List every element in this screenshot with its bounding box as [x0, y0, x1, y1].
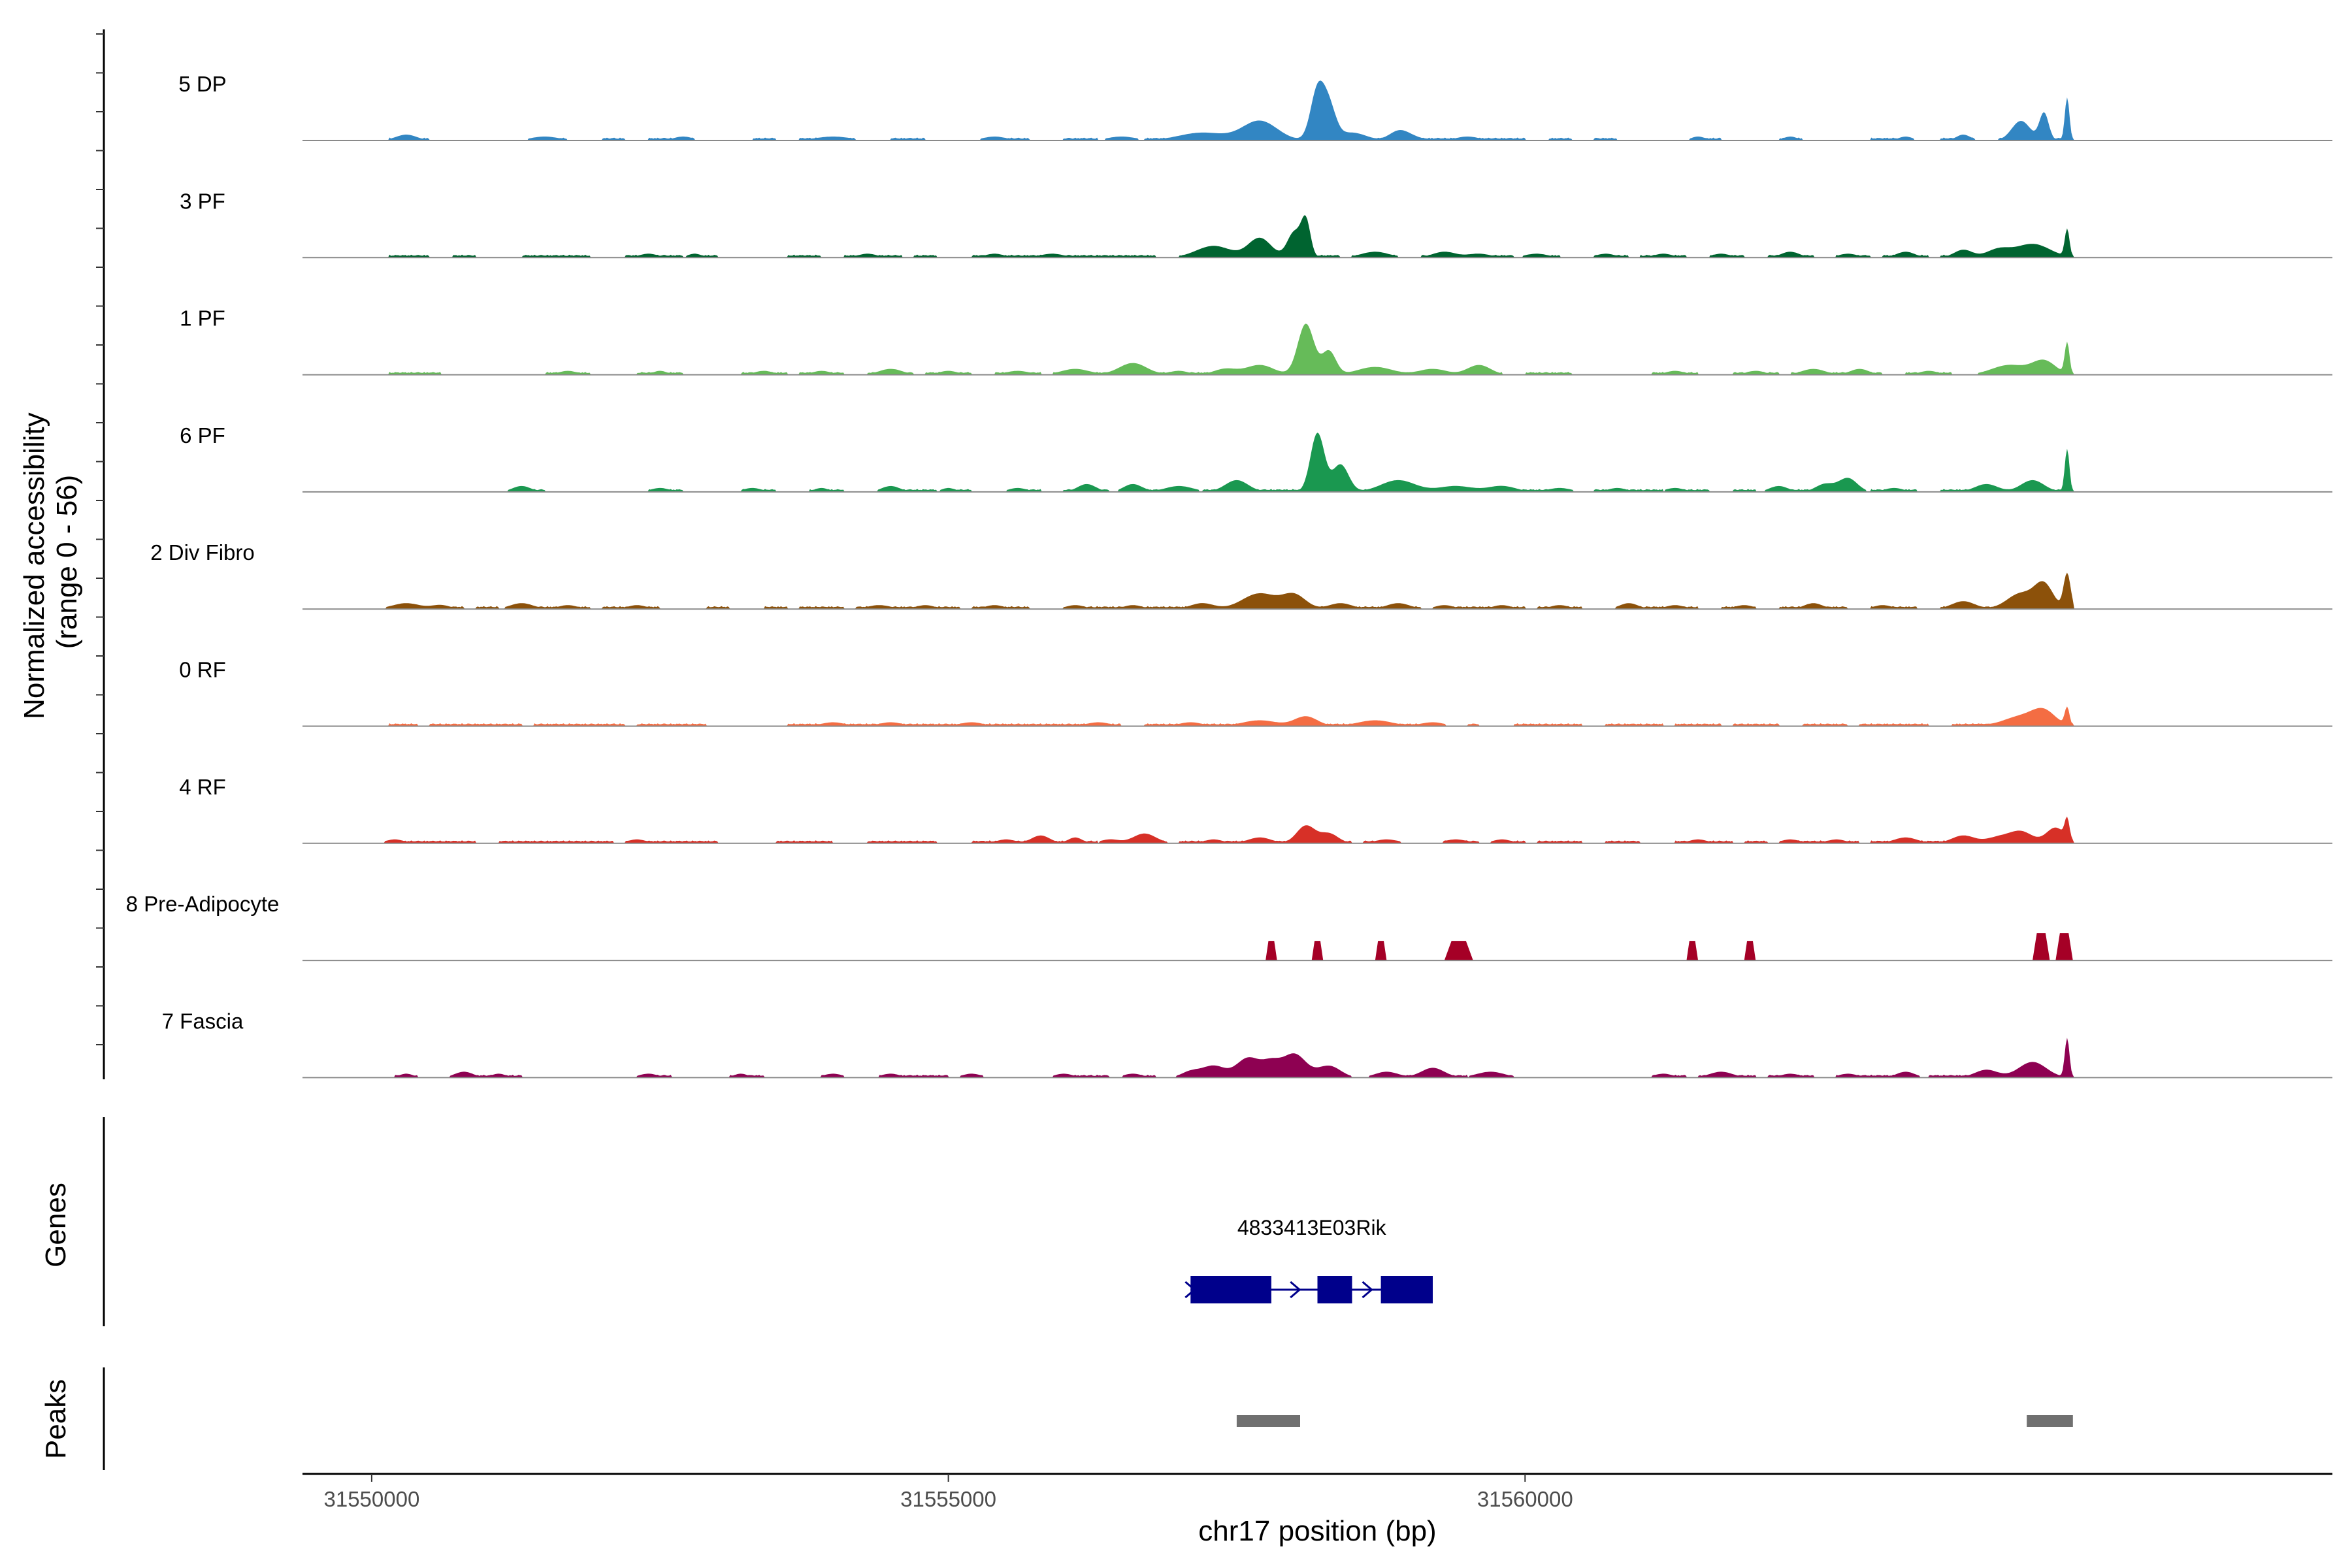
track-2-div-fibro: 2 Div Fibro [150, 540, 2332, 610]
coverage-area [302, 816, 2332, 843]
gene-exon [1380, 1276, 1433, 1303]
strand-arrow [1184, 1281, 1196, 1299]
track-label: 8 Pre-Adipocyte [126, 892, 280, 916]
coverage-area [302, 80, 2332, 140]
peak-regions [1236, 1415, 2073, 1427]
x-tick-label: 31560000 [1477, 1487, 1573, 1511]
peak-region [1236, 1415, 1300, 1427]
coverage-block [2033, 933, 2050, 961]
coverage-area [302, 706, 2332, 727]
coverage-area [302, 323, 2332, 375]
x-tick-label: 31555000 [900, 1487, 996, 1511]
strand-arrow [1290, 1281, 1301, 1299]
strand-arrow [1362, 1281, 1373, 1299]
track-4-rf: 4 RF [179, 775, 2332, 844]
coverage-block [1375, 941, 1387, 961]
track-5-dp: 5 DP [178, 72, 2332, 141]
gene-model [1184, 1276, 1433, 1303]
y-axis-title-line1: Normalized accessibility [18, 412, 50, 719]
coverage-block [2055, 933, 2073, 961]
track-3-pf: 3 PF [180, 189, 2332, 259]
y-axis-title-line2: (range 0 - 56) [51, 475, 83, 649]
gene-exon [1190, 1276, 1271, 1303]
gene-exon [1317, 1276, 1352, 1303]
coverage-block [1266, 941, 1277, 961]
track-label: 0 RF [179, 658, 226, 682]
gene-name-label: 4833413E03Rik [1237, 1216, 1387, 1239]
track-label: 1 PF [180, 306, 225, 331]
track-label: 3 PF [180, 189, 225, 213]
coverage-tracks: 5 DP 3 PF 1 PF 6 PF 2 Div Fibro 0 RF 4 RF 8 Pre… [126, 72, 2332, 1079]
x-tick-label: 31550000 [323, 1487, 419, 1511]
track-6-pf: 6 PF [180, 423, 2332, 493]
coverage-area [302, 433, 2332, 492]
peaks-panel: Peaks [40, 1367, 2073, 1470]
track-label: 7 Fascia [162, 1009, 244, 1033]
track-label: 5 DP [178, 72, 226, 96]
coverage-block [1744, 941, 1756, 961]
genes-panel: Genes 4833413E03Rik [40, 1117, 1433, 1326]
track-label: 4 RF [179, 775, 226, 799]
track-0-rf: 0 RF [179, 658, 2332, 727]
track-8-pre-adipocyte: 8 Pre-Adipocyte [126, 892, 2332, 962]
coverage-y-axis [96, 29, 105, 1079]
x-axis: 31550000 31555000 31560000 [302, 1473, 2332, 1511]
track-1-pf: 1 PF [180, 306, 2332, 376]
peaks-axis-title: Peaks [40, 1379, 72, 1459]
coverage-area [302, 1037, 2332, 1078]
y-axis-title: Normalized accessibility (range 0 - 56) [18, 404, 83, 719]
genes-axis-title: Genes [40, 1183, 72, 1267]
coverage-block [1311, 941, 1324, 961]
track-label: 6 PF [180, 423, 225, 448]
track-7-fascia: 7 Fascia [162, 1009, 2332, 1079]
track-label: 2 Div Fibro [150, 540, 255, 564]
x-axis-title: chr17 position (bp) [1198, 1515, 1436, 1547]
coverage-block [1444, 941, 1473, 961]
coverage-block [1686, 941, 1699, 961]
peak-region [2027, 1415, 2073, 1427]
